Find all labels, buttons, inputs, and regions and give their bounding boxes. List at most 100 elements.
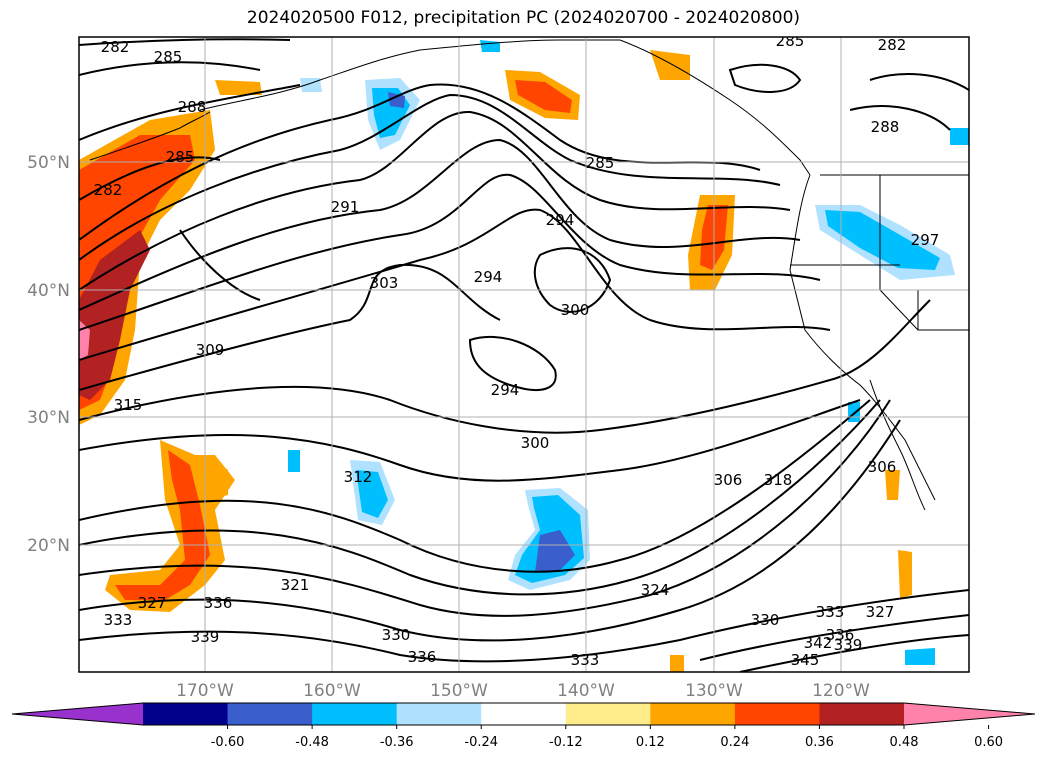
positive-anomaly-region bbox=[215, 80, 262, 95]
contour-label: 333 bbox=[816, 603, 845, 621]
contour-label: 318 bbox=[764, 471, 793, 489]
contour-label: 327 bbox=[866, 603, 895, 621]
baja-coastline bbox=[869, 379, 926, 511]
contour-label: 294 bbox=[491, 381, 520, 399]
contour-label: 294 bbox=[546, 211, 575, 229]
negative-anomaly-region bbox=[480, 40, 500, 52]
contour-line bbox=[79, 208, 831, 361]
colorbar-tick-label: 0.60 bbox=[974, 735, 1003, 750]
contour-label: 300 bbox=[521, 434, 550, 452]
colorbar-bin bbox=[481, 703, 567, 725]
contour-line bbox=[79, 93, 781, 261]
coastlines bbox=[89, 39, 969, 511]
contour-line bbox=[79, 263, 501, 391]
contour-label: 333 bbox=[571, 651, 600, 669]
positive-anomaly-region bbox=[205, 455, 228, 500]
colorbar-bin bbox=[227, 703, 313, 725]
lon-tick-label: 150°W bbox=[430, 681, 488, 701]
positive-anomaly-region bbox=[105, 440, 235, 612]
contour-label: 333 bbox=[104, 611, 133, 629]
contour-labels: 282 285 288 285 282 291 303 309 315 294 … bbox=[94, 32, 940, 669]
precip-shading bbox=[79, 40, 969, 672]
lat-tick-label: 40°N bbox=[27, 281, 70, 301]
contour-line bbox=[79, 61, 261, 76]
contour-line bbox=[79, 299, 931, 434]
contour-line bbox=[869, 73, 969, 91]
negative-anomaly-region bbox=[848, 402, 860, 422]
map-panel: 282 285 288 285 282 291 303 309 315 294 … bbox=[79, 32, 969, 672]
map-frame bbox=[78, 36, 970, 673]
colorbar-ticks: -0.60 -0.48 -0.36 -0.24 -0.12 0.12 0.24 0.36 0.4… bbox=[211, 725, 1003, 750]
contour-label: 339 bbox=[191, 628, 220, 646]
chart-title: 2024020500 F012, precipitation PC (20240… bbox=[246, 8, 801, 28]
contour-line bbox=[699, 614, 969, 661]
contour-label: 330 bbox=[382, 626, 411, 644]
colorbar-bin bbox=[312, 703, 398, 725]
contour-label: 336 bbox=[826, 626, 855, 644]
colorbar-bin bbox=[650, 703, 736, 725]
colorbar-tick-label: -0.12 bbox=[549, 735, 583, 750]
contour-label: 288 bbox=[178, 98, 207, 116]
gridlines bbox=[79, 37, 969, 672]
lat-tick-label: 50°N bbox=[27, 153, 70, 173]
contour-line bbox=[79, 399, 861, 482]
contour-line bbox=[79, 156, 221, 201]
negative-anomaly-region bbox=[905, 648, 935, 665]
colorbar-bin bbox=[819, 703, 905, 725]
positive-anomaly-region bbox=[79, 230, 150, 400]
positive-anomaly-region bbox=[670, 655, 684, 672]
contour-line bbox=[849, 105, 951, 131]
state-border bbox=[879, 175, 969, 331]
contour-label: 321 bbox=[281, 576, 310, 594]
west-coast-coastline bbox=[789, 174, 936, 501]
contour-label: 309 bbox=[196, 341, 225, 359]
contour-label: 288 bbox=[871, 118, 900, 136]
contour-label: 306 bbox=[868, 458, 897, 476]
contour-label: 336 bbox=[408, 648, 437, 666]
contour-label: 285 bbox=[586, 154, 615, 172]
lon-tick-label: 140°W bbox=[557, 681, 615, 701]
lon-tick-label: 170°W bbox=[176, 681, 234, 701]
lon-tick-label: 120°W bbox=[812, 681, 870, 701]
contour-line bbox=[79, 419, 901, 642]
positive-anomaly-region bbox=[515, 80, 572, 113]
contour-line bbox=[79, 38, 291, 46]
lon-tick-label: 160°W bbox=[303, 681, 361, 701]
longitude-labels: 170°W 160°W 150°W 140°W 130°W 120°W bbox=[176, 681, 870, 701]
contour-line bbox=[533, 247, 612, 313]
contour-label: 327 bbox=[138, 594, 167, 612]
negative-anomaly-region bbox=[388, 92, 405, 108]
negative-anomaly-region bbox=[535, 530, 575, 572]
alaska-coastline bbox=[199, 39, 811, 176]
lat-tick-label: 30°N bbox=[27, 408, 70, 428]
negative-anomaly-region bbox=[356, 470, 388, 518]
contour-label: 303 bbox=[370, 274, 399, 292]
colorbar-tick-label: 0.24 bbox=[720, 735, 749, 750]
positive-anomaly-region bbox=[115, 450, 210, 600]
colorbar-tick-label: -0.24 bbox=[464, 735, 498, 750]
contour-line bbox=[728, 63, 802, 93]
colorbar-extend-low bbox=[12, 703, 143, 725]
lon-tick-label: 130°W bbox=[685, 681, 743, 701]
colorbar-tick-label: 0.36 bbox=[805, 735, 834, 750]
contour-label: 285 bbox=[776, 32, 805, 50]
colorbar-outline bbox=[11, 702, 1036, 726]
contour-line bbox=[79, 399, 881, 596]
contour-label: 297 bbox=[911, 231, 940, 249]
contour-label: 324 bbox=[641, 581, 670, 599]
contour-label: 339 bbox=[834, 636, 863, 654]
contour-line bbox=[468, 335, 557, 391]
aleutian-coastline bbox=[89, 111, 211, 161]
negative-anomaly-region bbox=[950, 128, 969, 145]
negative-anomaly-region bbox=[825, 210, 940, 270]
colorbar-bin bbox=[143, 703, 229, 725]
contour-label: 315 bbox=[114, 396, 143, 414]
lat-tick-label: 20°N bbox=[27, 536, 70, 556]
negative-anomaly-region bbox=[288, 450, 300, 472]
contour-label: 336 bbox=[204, 594, 233, 612]
contour-line bbox=[79, 399, 891, 617]
colorbar-bin bbox=[396, 703, 482, 725]
contour-label: 282 bbox=[878, 36, 907, 54]
contour-label: 306 bbox=[714, 471, 743, 489]
